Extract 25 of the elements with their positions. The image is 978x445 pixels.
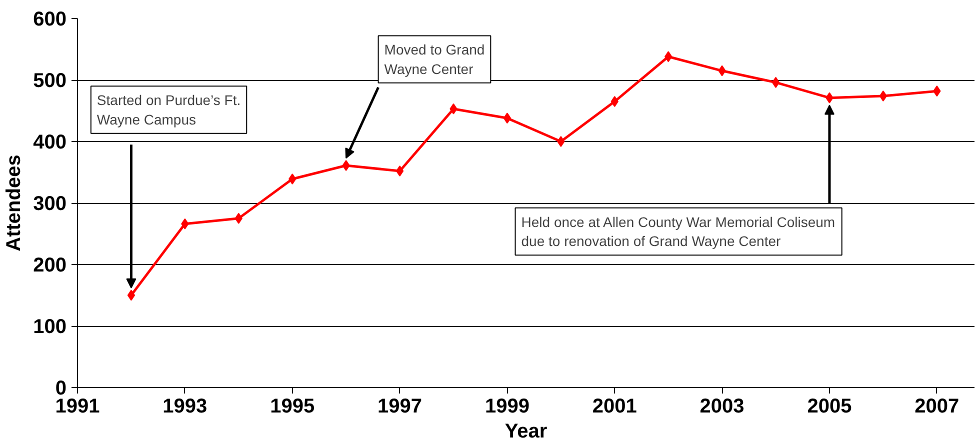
annotation: Moved to Grand Wayne Center: [384, 42, 485, 77]
y-axis-title: Attendees: [3, 154, 26, 252]
y-tick-label: 600: [33, 8, 67, 30]
point: [879, 90, 888, 102]
x-tick-label: 1997: [378, 396, 422, 418]
x-axis-title: Year: [504, 420, 548, 442]
x-tick-label: 1993: [162, 396, 208, 418]
annotation: Started on Purdue’s Ft. Wayne Campus: [96, 92, 241, 128]
x-tick-label: 1995: [270, 396, 315, 418]
x-tick-label: 2001: [592, 396, 637, 418]
x-tick-label: 2007: [914, 396, 960, 418]
point: [557, 136, 565, 147]
y-tick-label: 200: [33, 254, 67, 276]
point: [503, 112, 512, 124]
y-tick-label: 300: [33, 193, 67, 215]
x-tick-label: 2003: [700, 396, 744, 418]
y-tick-label: 400: [33, 132, 67, 154]
annotation: Held once at Allen County War Memorial Coliseum due to renovation of Grand Wayne Center: [521, 214, 836, 250]
point: [396, 166, 404, 177]
y-tick-label: 500: [33, 70, 67, 92]
x-tick-label: 1999: [484, 396, 530, 418]
x-tick-label: 2005: [807, 396, 852, 418]
y-tick-label: 100: [33, 316, 67, 338]
point: [127, 290, 136, 301]
point: [772, 76, 780, 88]
